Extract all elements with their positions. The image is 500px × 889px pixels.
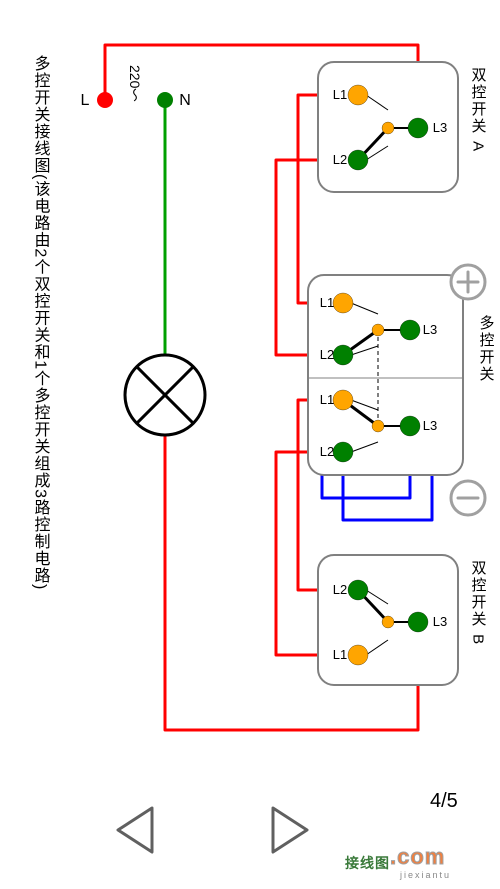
svg-text:L3: L3: [423, 418, 437, 433]
next-page-button[interactable]: [255, 800, 325, 860]
page-indicator: 4/5: [430, 790, 458, 813]
svg-text:多控开关接线图(该电路由2个双控开关和1个多控开关组成3路控: 多控开关接线图(该电路由2个双控开关和1个多控开关组成3路控制电路): [32, 55, 51, 590]
svg-text:L2: L2: [320, 444, 334, 459]
watermark-site: jiexiantu: [400, 870, 451, 880]
zoom-in-button[interactable]: [448, 262, 488, 302]
svg-text:L3: L3: [433, 614, 447, 629]
svg-text:L1: L1: [333, 647, 347, 662]
zoom-out-button[interactable]: [448, 478, 488, 518]
circuit-svg: L1 L2 L3 L1 L2 L3 L1 L2 L3 L1 L2 L3 双控开关 A 多控开关双控开关 B…: [0, 0, 500, 889]
svg-text:L2: L2: [333, 582, 347, 597]
diagram-canvas: L1 L2 L3 L1 L2 L3 L1 L2 L3 L1 L2 L3 双控开关 A 多控开关双控开关 B…: [0, 0, 500, 889]
svg-text:双控开关 A: 双控开关 A: [470, 67, 487, 153]
svg-text:L2: L2: [333, 152, 347, 167]
prev-page-button[interactable]: [100, 800, 170, 860]
watermark-text-1: 接线图: [345, 853, 390, 873]
svg-text:L3: L3: [433, 120, 447, 135]
svg-text:L3: L3: [423, 322, 437, 337]
watermark-text-2: .com: [390, 844, 445, 870]
svg-text:220～: 220～: [127, 65, 143, 103]
svg-text:L: L: [81, 92, 90, 109]
svg-text:L1: L1: [320, 295, 334, 310]
svg-text:L1: L1: [320, 392, 334, 407]
svg-text:L1: L1: [333, 87, 347, 102]
svg-text:N: N: [179, 92, 191, 109]
svg-text:L2: L2: [320, 347, 334, 362]
svg-text:多控开关: 多控开关: [478, 315, 495, 383]
svg-text:双控开关 B: 双控开关 B: [470, 560, 487, 646]
